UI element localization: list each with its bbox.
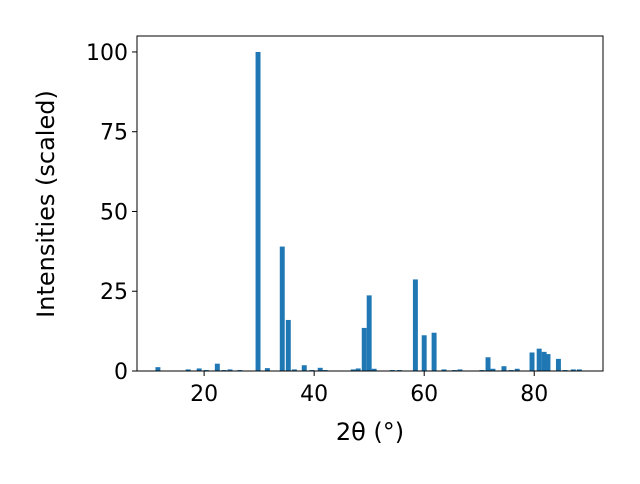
bar — [227, 369, 233, 371]
x-tick-label: 80 — [520, 382, 548, 407]
bar — [366, 295, 372, 371]
bar — [355, 368, 361, 371]
bar — [279, 246, 285, 371]
bar — [285, 319, 291, 371]
y-tick-label: 25 — [100, 280, 128, 305]
bar — [541, 351, 547, 371]
bar — [501, 366, 507, 371]
bar — [490, 368, 496, 371]
x-tick-label: 60 — [410, 382, 438, 407]
bar — [421, 335, 427, 371]
bar — [529, 352, 535, 371]
y-tick-label: 0 — [114, 360, 128, 385]
bar — [545, 354, 551, 371]
bar — [361, 327, 367, 371]
bar — [555, 358, 561, 371]
bar — [485, 357, 491, 371]
bar — [214, 363, 220, 371]
y-axis-label: Intensities (scaled) — [32, 90, 60, 318]
bar — [185, 369, 191, 371]
bar — [514, 368, 520, 371]
bar — [317, 367, 323, 371]
bar — [350, 369, 356, 371]
plot-frame — [136, 35, 604, 372]
bar — [291, 369, 297, 371]
x-tick-label: 20 — [190, 382, 218, 407]
bar — [431, 332, 437, 371]
bar — [371, 368, 377, 371]
bar — [301, 365, 307, 371]
bar — [536, 348, 542, 371]
bar — [264, 368, 270, 371]
bar — [196, 368, 202, 371]
bar — [155, 367, 161, 371]
y-tick-label: 75 — [100, 121, 128, 146]
bar — [457, 369, 463, 371]
bar — [576, 369, 582, 371]
y-tick-label: 50 — [100, 200, 128, 225]
x-axis-label: 2θ (°) — [336, 418, 404, 446]
bar — [255, 51, 261, 371]
bar — [412, 279, 418, 371]
bar — [441, 369, 447, 371]
bar — [570, 369, 576, 371]
x-tick-label: 40 — [300, 382, 328, 407]
y-tick-label: 100 — [86, 41, 128, 66]
